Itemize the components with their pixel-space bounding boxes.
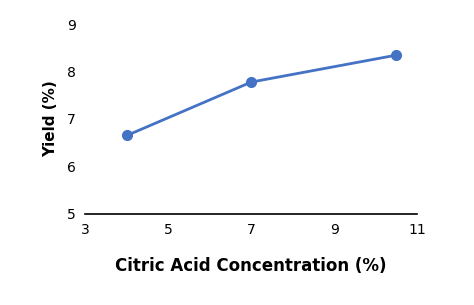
X-axis label: Citric Acid Concentration (%): Citric Acid Concentration (%): [116, 257, 387, 275]
Y-axis label: Yield (%): Yield (%): [44, 81, 58, 157]
